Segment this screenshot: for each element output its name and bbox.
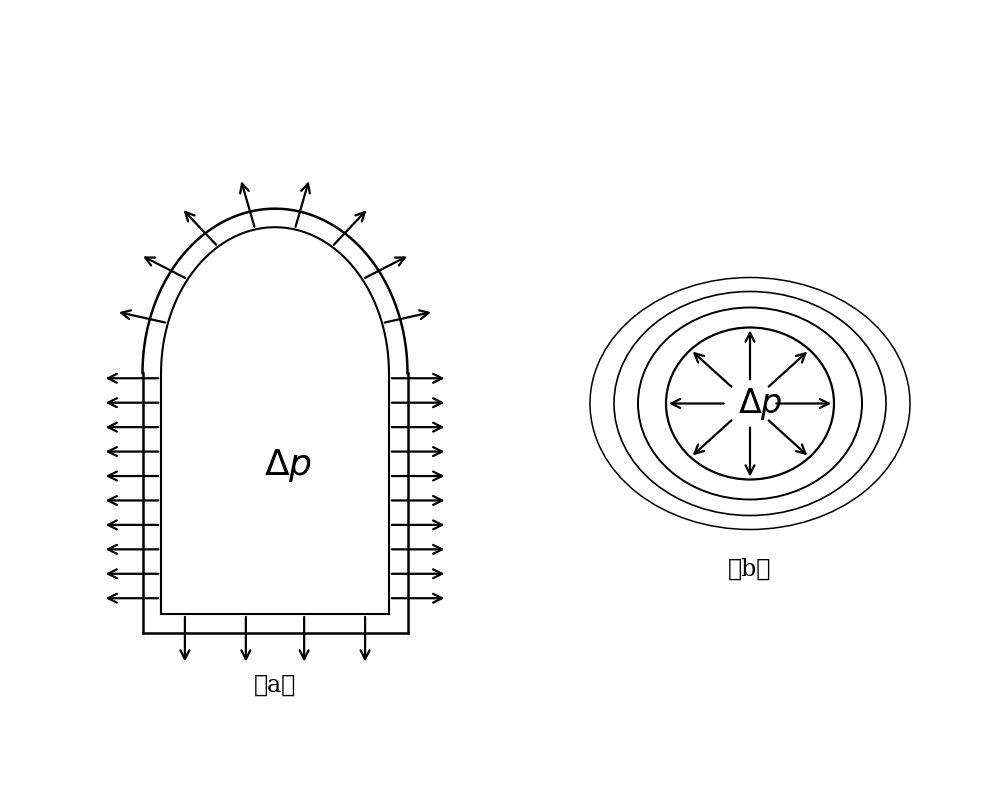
Text: （b）: （b） (728, 558, 772, 581)
Text: $\Delta p$: $\Delta p$ (264, 447, 312, 484)
Text: $\Delta p$: $\Delta p$ (738, 386, 782, 421)
Text: （a）: （a） (254, 674, 296, 697)
